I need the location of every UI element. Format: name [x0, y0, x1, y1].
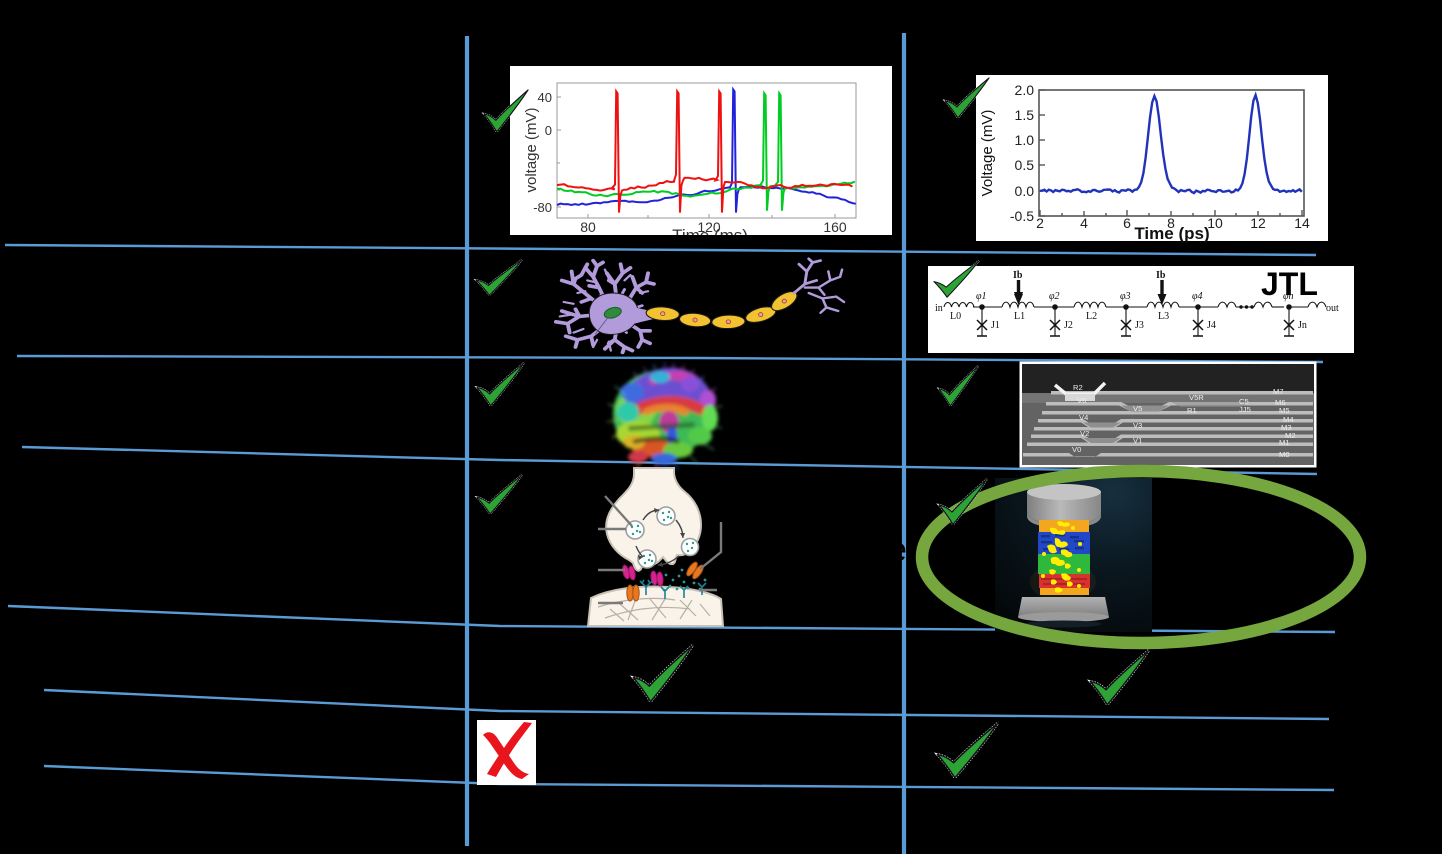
svg-text:M4: M4	[1283, 415, 1294, 424]
svg-text:14: 14	[1294, 215, 1310, 231]
svg-text:φ1: φ1	[976, 291, 987, 302]
svg-text:12: 12	[1250, 215, 1266, 231]
svg-text:1.0: 1.0	[1015, 132, 1035, 148]
svg-text:0.5: 0.5	[1015, 157, 1035, 173]
svg-text:J1: J1	[991, 320, 1000, 331]
svg-text:JJ5: JJ5	[1239, 405, 1251, 414]
svg-text:out: out	[1326, 303, 1339, 314]
svg-text:-0.5: -0.5	[1010, 208, 1034, 224]
svg-text:V5: V5	[1133, 404, 1142, 413]
svg-text:Time (ps): Time (ps)	[1134, 224, 1209, 243]
svg-text:V0: V0	[1072, 445, 1081, 454]
svg-text:V2: V2	[1080, 429, 1089, 438]
svg-text:4: 4	[1080, 215, 1088, 231]
svg-text:8: 8	[1167, 215, 1175, 231]
svg-text:10: 10	[1207, 215, 1223, 231]
svg-text:J2: J2	[1064, 320, 1073, 331]
svg-text:V3: V3	[1133, 421, 1142, 430]
svg-text:V5R: V5R	[1189, 393, 1204, 402]
svg-text:in: in	[935, 303, 943, 314]
svg-text:L0: L0	[950, 311, 961, 322]
svg-text:L2: L2	[1086, 311, 1097, 322]
svg-text:2.0: 2.0	[1015, 82, 1035, 98]
svg-text:C5: C5	[1239, 397, 1249, 406]
svg-text:M3: M3	[1281, 423, 1292, 432]
svg-text:1.5: 1.5	[1015, 107, 1035, 123]
svg-text:M1: M1	[1279, 438, 1290, 447]
svg-text:-80: -80	[533, 200, 552, 215]
svg-text:φn: φn	[1283, 291, 1294, 302]
svg-text:φ3: φ3	[1120, 291, 1131, 302]
svg-text:0.0: 0.0	[1015, 183, 1035, 199]
svg-text:Time (ms): Time (ms)	[672, 226, 748, 245]
svg-text:R2: R2	[1073, 383, 1083, 392]
svg-text:φ4: φ4	[1192, 291, 1203, 302]
svg-text:e: e	[888, 531, 907, 569]
svg-text:L3: L3	[1158, 311, 1169, 322]
svg-text:φ2: φ2	[1049, 291, 1060, 302]
svg-text:voltage (mV): voltage (mV)	[523, 107, 540, 192]
svg-text:M5: M5	[1279, 406, 1290, 415]
svg-text:6: 6	[1123, 215, 1131, 231]
svg-text:J4: J4	[1207, 320, 1216, 331]
svg-text:Jn: Jn	[1298, 320, 1307, 331]
svg-text:0: 0	[545, 123, 552, 138]
svg-text:L1: L1	[1014, 311, 1025, 322]
svg-text:M2: M2	[1285, 431, 1296, 440]
svg-text:V6: V6	[1077, 396, 1086, 405]
svg-text:Ib: Ib	[1156, 270, 1166, 281]
svg-text:80: 80	[580, 219, 596, 235]
svg-text:40: 40	[538, 90, 552, 105]
svg-text:Ib: Ib	[1013, 270, 1023, 281]
svg-text:V1: V1	[1133, 436, 1142, 445]
svg-text:M0: M0	[1279, 450, 1290, 459]
svg-text:160: 160	[823, 219, 847, 235]
svg-text:M6: M6	[1275, 398, 1286, 407]
svg-text:120: 120	[697, 219, 721, 235]
svg-text:R1: R1	[1187, 406, 1197, 415]
svg-text:M7: M7	[1273, 387, 1284, 396]
svg-text:2: 2	[1036, 215, 1044, 231]
svg-text:JTL: JTL	[1261, 266, 1318, 302]
svg-text:V4: V4	[1079, 413, 1088, 422]
svg-text:J3: J3	[1135, 320, 1144, 331]
svg-text:Voltage (mV): Voltage (mV)	[979, 110, 996, 197]
